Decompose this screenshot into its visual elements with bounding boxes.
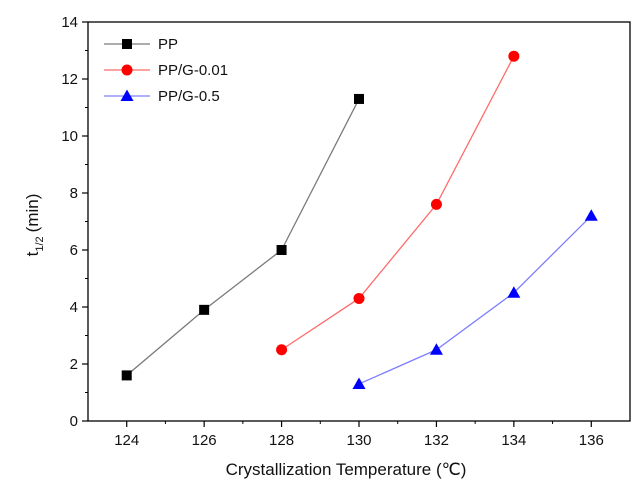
data-point — [354, 93, 364, 104]
x-tick-label: 130 — [346, 432, 371, 449]
data-point — [584, 209, 598, 221]
x-tick-label: 126 — [192, 432, 217, 449]
series-lines — [121, 50, 598, 389]
data-point — [508, 50, 520, 62]
x-tick-label: 124 — [114, 432, 139, 449]
data-point — [121, 370, 132, 381]
y-tick-label: 6 — [70, 242, 78, 259]
y-tick-label: 2 — [70, 356, 78, 373]
legend-label: PP/G-0.01 — [158, 62, 228, 79]
x-axis-title: Crystallization Temperature (℃) — [226, 460, 467, 479]
legend-label: PP/G-0.5 — [158, 88, 220, 105]
y-tick-label: 14 — [61, 14, 78, 31]
data-point — [352, 377, 366, 389]
series-line — [126, 98, 360, 376]
legend-marker — [121, 64, 133, 76]
legend-marker — [122, 39, 132, 49]
x-tick-label: 132 — [424, 432, 449, 449]
y-tick-label: 4 — [70, 299, 78, 316]
data-point — [276, 344, 288, 356]
plot-area — [87, 21, 631, 422]
data-point — [430, 198, 442, 210]
y-axis-title: t1/2 (min) — [23, 194, 46, 257]
series-line — [358, 215, 592, 385]
y-axis-title-main: t — [23, 251, 42, 256]
legend: PP PP/G-0.01 PP/G-0.5 — [104, 36, 228, 105]
plot-frame — [87, 21, 631, 422]
data-point — [353, 292, 365, 304]
data-point — [507, 286, 521, 298]
legend-marker — [120, 89, 134, 101]
data-point — [199, 304, 210, 315]
series-line — [281, 55, 515, 351]
y-tick-label: 8 — [70, 185, 78, 202]
axis-ticks: 124 126 128 130 132 134 136 0 2 4 6 8 10 12 14 — [61, 14, 603, 449]
x-tick-label: 136 — [579, 432, 604, 449]
x-tick-label: 134 — [501, 432, 526, 449]
y-tick-label: 0 — [70, 413, 78, 430]
y-tick-label: 10 — [61, 128, 78, 145]
series-2 — [276, 50, 520, 356]
legend-label: PP — [158, 36, 178, 53]
series-1 — [121, 93, 364, 381]
y-axis-title-sub: 1/2 — [34, 236, 46, 251]
x-tick-label: 128 — [269, 432, 294, 449]
y-tick-label: 12 — [61, 71, 78, 88]
data-point — [429, 343, 443, 355]
data-point — [276, 245, 287, 255]
y-axis-title-unit: (min) — [23, 194, 42, 233]
series-3 — [352, 209, 598, 389]
